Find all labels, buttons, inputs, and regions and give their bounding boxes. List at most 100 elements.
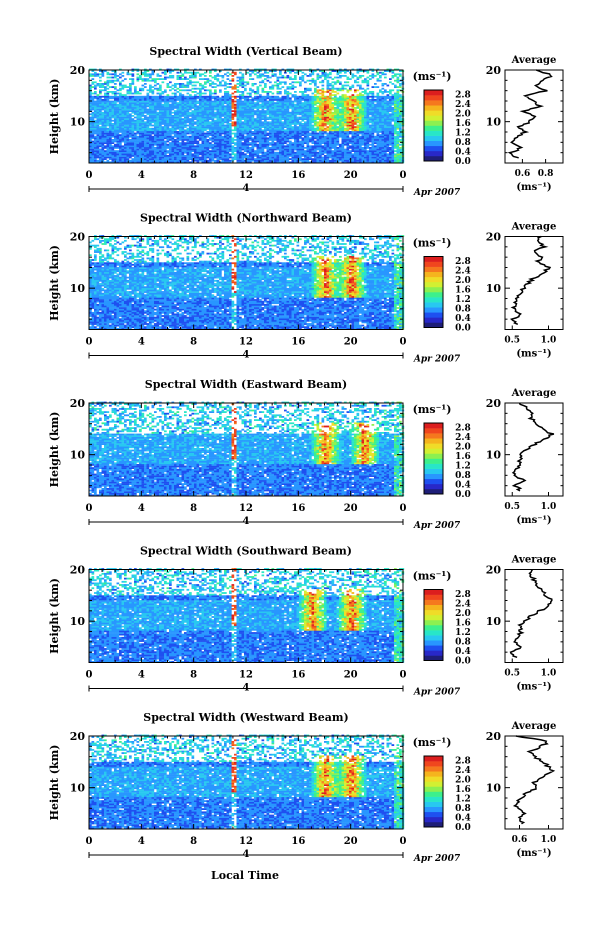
heatmap-cell bbox=[242, 93, 245, 95]
heatmap-cell bbox=[139, 78, 142, 80]
heatmap-cell bbox=[227, 93, 230, 95]
heatmap-cell bbox=[257, 88, 260, 90]
heatmap-cell bbox=[172, 139, 175, 141]
heatmap-cell bbox=[309, 128, 312, 130]
heatmap-cell bbox=[147, 157, 150, 159]
heatmap-cell bbox=[159, 115, 162, 117]
heatmap-cell bbox=[327, 147, 330, 149]
heatmap-cell bbox=[242, 126, 245, 128]
heatmap-cell bbox=[164, 152, 167, 154]
heatmap-cell bbox=[102, 139, 105, 141]
heatmap-cell bbox=[224, 94, 227, 96]
heatmap-cell bbox=[297, 81, 300, 83]
heatmap-cell bbox=[137, 150, 140, 152]
heatmap-cell bbox=[202, 128, 205, 130]
heatmap-cell bbox=[192, 96, 195, 98]
heatmap-cell bbox=[272, 144, 275, 146]
heatmap-cell bbox=[102, 147, 105, 149]
heatmap-cell bbox=[147, 101, 150, 103]
heatmap-cell bbox=[257, 91, 260, 93]
heatmap-cell bbox=[277, 101, 280, 103]
heatmap-cell bbox=[182, 134, 185, 136]
heatmap-cell bbox=[279, 136, 282, 138]
heatmap-cell bbox=[207, 134, 210, 136]
heatmap-cell bbox=[207, 81, 210, 83]
heatmap-cell bbox=[319, 125, 322, 127]
heatmap-cell bbox=[119, 137, 122, 139]
heatmap-cell bbox=[214, 115, 217, 117]
heatmap-cell bbox=[222, 123, 225, 125]
heatmap-cell bbox=[247, 117, 250, 119]
heatmap-cell bbox=[187, 158, 190, 160]
heatmap-cell bbox=[269, 136, 272, 138]
heatmap-cell bbox=[217, 142, 220, 144]
heatmap-cell bbox=[162, 141, 165, 143]
heatmap-cell bbox=[267, 160, 270, 162]
heatmap-cell bbox=[142, 158, 145, 160]
heatmap-cell bbox=[297, 134, 300, 136]
heatmap-cell bbox=[284, 110, 287, 112]
heatmap-cell bbox=[262, 91, 265, 93]
heatmap-cell bbox=[297, 149, 300, 151]
heatmap-cell bbox=[122, 107, 125, 109]
heatmap-cell bbox=[324, 104, 327, 106]
heatmap-cell bbox=[199, 123, 202, 125]
heatmap-cell bbox=[317, 149, 320, 151]
heatmap-cell bbox=[239, 113, 242, 115]
heatmap-cell bbox=[184, 142, 187, 144]
heatmap-cell bbox=[154, 109, 157, 111]
heatmap-cell bbox=[299, 129, 302, 131]
heatmap-cell bbox=[127, 117, 130, 119]
heatmap-cell bbox=[267, 105, 270, 107]
heatmap-cell bbox=[102, 150, 105, 152]
heatmap-cell bbox=[157, 78, 160, 80]
heatmap-cell bbox=[209, 123, 212, 125]
heatmap-cell bbox=[327, 83, 330, 85]
heatmap-cell bbox=[184, 131, 187, 133]
heatmap-cell bbox=[164, 105, 167, 107]
heatmap-cell bbox=[287, 109, 290, 111]
heatmap-cell bbox=[304, 131, 307, 133]
heatmap-cell bbox=[112, 125, 115, 127]
heatmap-cell bbox=[169, 152, 172, 154]
heatmap-cell bbox=[162, 150, 165, 152]
heatmap-cell bbox=[167, 96, 170, 98]
heatmap-cell bbox=[264, 83, 267, 85]
heatmap-cell bbox=[317, 113, 320, 115]
heatmap-cell bbox=[244, 112, 247, 114]
heatmap-cell bbox=[229, 73, 232, 75]
heatmap-cell bbox=[152, 97, 155, 99]
heatmap-cell bbox=[247, 128, 250, 130]
heatmap-cell bbox=[277, 99, 280, 101]
heatmap-cell bbox=[222, 157, 225, 159]
heatmap-cell bbox=[207, 145, 210, 147]
heatmap-cell bbox=[274, 147, 277, 149]
heatmap-cell bbox=[149, 107, 152, 109]
heatmap-cell bbox=[272, 136, 275, 138]
heatmap-cell bbox=[99, 112, 102, 114]
heatmap-cell bbox=[259, 150, 262, 152]
heatmap-cell bbox=[147, 94, 150, 96]
heatmap-cell bbox=[179, 139, 182, 141]
heatmap-cell bbox=[94, 105, 97, 107]
heatmap-cell bbox=[127, 150, 130, 152]
heatmap-cell bbox=[252, 89, 255, 91]
heatmap-cell bbox=[227, 128, 230, 130]
heatmap-cell bbox=[252, 150, 255, 152]
heatmap-cell bbox=[224, 101, 227, 103]
heatmap-cell bbox=[214, 121, 217, 123]
heatmap-cell bbox=[92, 83, 95, 85]
heatmap-cell bbox=[217, 125, 220, 127]
heatmap-cell bbox=[184, 158, 187, 160]
heatmap-cell bbox=[99, 155, 102, 157]
heatmap-cell bbox=[252, 101, 255, 103]
heatmap-cell bbox=[94, 141, 97, 143]
heatmap-cell bbox=[284, 142, 287, 144]
heatmap-cell bbox=[182, 83, 185, 85]
heatmap-cell bbox=[104, 152, 107, 154]
heatmap-cell bbox=[284, 123, 287, 125]
heatmap-cell bbox=[237, 107, 240, 109]
heatmap-cell bbox=[292, 147, 295, 149]
heatmap-cell bbox=[324, 141, 327, 143]
heatmap-cell bbox=[287, 158, 290, 160]
